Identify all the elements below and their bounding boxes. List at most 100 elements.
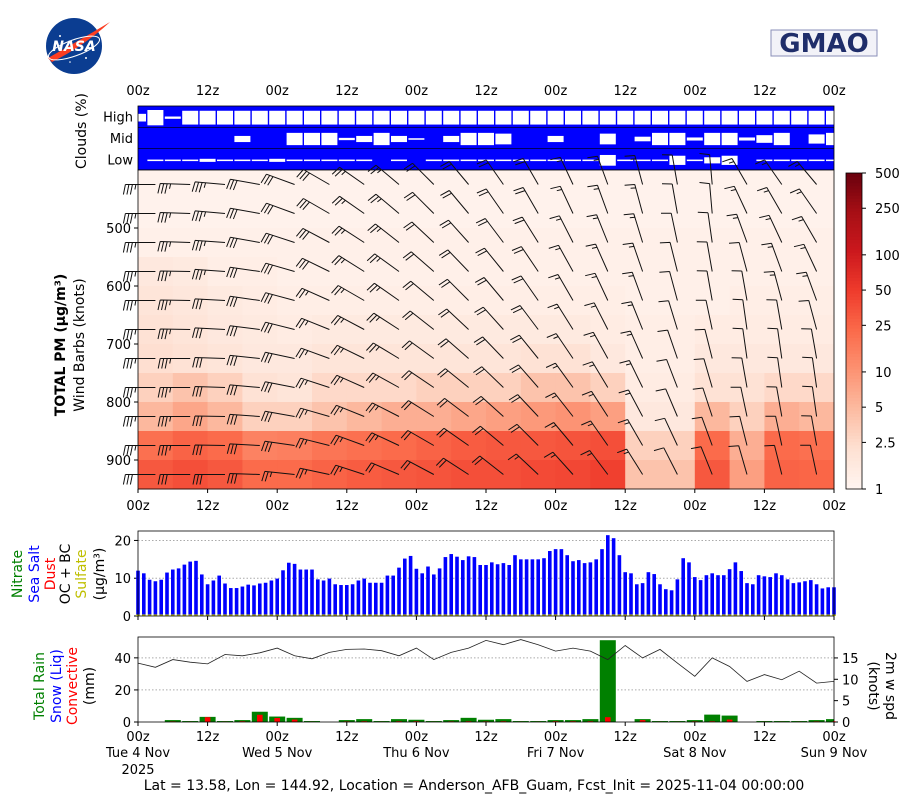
pm-cell bbox=[207, 344, 243, 374]
wind-barb bbox=[511, 246, 539, 272]
wind-barb bbox=[585, 243, 609, 272]
pm-cell bbox=[312, 344, 348, 374]
pm-cell bbox=[312, 199, 348, 229]
sea-salt-bar bbox=[252, 585, 256, 615]
sea-salt-bar bbox=[310, 569, 314, 615]
wind-barb bbox=[191, 239, 226, 251]
colorbar-segment bbox=[846, 359, 862, 364]
aerosol-ytick-label: 10 bbox=[114, 572, 131, 587]
wind-barb bbox=[513, 158, 539, 185]
sulfate-bar bbox=[472, 614, 477, 616]
bottom-xtick-label: 00z bbox=[405, 730, 429, 745]
pm-cell bbox=[660, 170, 696, 200]
wind-barb bbox=[473, 336, 504, 359]
cloud-clear-box bbox=[321, 159, 338, 162]
sulfate-bar bbox=[176, 614, 181, 616]
sea-salt-bar bbox=[548, 551, 552, 615]
cloud-clear-box bbox=[217, 110, 233, 125]
wind-barb bbox=[622, 271, 644, 301]
total-rain-bar bbox=[512, 721, 529, 722]
wind-barb bbox=[624, 184, 644, 214]
sulfate-bar bbox=[466, 614, 471, 616]
wind-barb bbox=[693, 358, 713, 388]
colorbar-segment bbox=[846, 479, 862, 484]
sulfate-bar bbox=[165, 614, 169, 616]
sulfate-bar bbox=[211, 614, 216, 616]
cloud-clear-box bbox=[547, 110, 564, 125]
wind-barb bbox=[696, 270, 713, 301]
colorbar-segment bbox=[846, 327, 862, 332]
sulfate-bar bbox=[397, 614, 401, 616]
colorbar-segment bbox=[846, 270, 862, 275]
sulfate-bar bbox=[356, 614, 361, 616]
wind-barb bbox=[295, 437, 330, 449]
pm-cell bbox=[694, 257, 731, 287]
colorbar-segment bbox=[846, 403, 862, 408]
sulfate-bar bbox=[809, 614, 813, 616]
nasa-logo: NASA bbox=[46, 18, 110, 74]
wind-barb bbox=[192, 444, 226, 456]
sulfate-bar bbox=[681, 614, 685, 616]
pm-cell bbox=[277, 373, 313, 403]
wind-barb bbox=[761, 242, 783, 272]
wind-barb bbox=[260, 292, 295, 304]
pm-cell bbox=[277, 315, 313, 345]
cloud-clear-box bbox=[652, 159, 668, 162]
sea-salt-bar bbox=[791, 583, 796, 615]
cloud-clear-box bbox=[669, 155, 686, 165]
sea-salt-bar bbox=[756, 575, 761, 615]
pm-cell bbox=[381, 286, 417, 316]
pm-cell bbox=[277, 344, 313, 374]
sulfate-bar bbox=[414, 614, 419, 616]
pm-cell bbox=[451, 315, 487, 345]
date-label: Thu 6 Nov bbox=[382, 746, 450, 761]
wind-barb bbox=[260, 351, 295, 364]
wind-barb bbox=[227, 473, 260, 484]
sea-salt-bar bbox=[484, 565, 488, 615]
wind-barb bbox=[624, 155, 644, 185]
sea-salt-bar bbox=[316, 579, 320, 615]
cloud-clear-box bbox=[251, 159, 268, 162]
sulfate-bar bbox=[542, 614, 546, 616]
cloud-clear-box bbox=[634, 159, 651, 162]
convective-bar bbox=[552, 721, 559, 722]
wind-barb bbox=[403, 221, 435, 243]
pm-cell bbox=[729, 199, 765, 229]
sulfate-bar bbox=[443, 614, 448, 616]
sulfate-bar bbox=[495, 614, 500, 616]
pm-cell bbox=[277, 199, 313, 229]
cloud-clear-box bbox=[286, 132, 303, 146]
wind-barb bbox=[546, 333, 574, 359]
wind-barb bbox=[766, 386, 783, 417]
wind-barb bbox=[766, 299, 783, 330]
cloud-clear-box bbox=[391, 159, 407, 162]
colorbar-segment bbox=[846, 343, 862, 348]
colorbar-segment bbox=[846, 391, 862, 395]
footer-info: Lat = 13.58, Lon = 144.92, Location = An… bbox=[144, 778, 805, 794]
sea-salt-bar bbox=[432, 574, 436, 615]
wind-barb bbox=[436, 398, 469, 417]
pm-cell bbox=[729, 460, 765, 490]
cloud-row-label: High bbox=[103, 111, 133, 126]
colorbar-segment bbox=[846, 463, 862, 468]
wind-barb bbox=[435, 457, 469, 475]
wind-barb bbox=[440, 161, 469, 185]
pm-cell bbox=[520, 228, 557, 258]
colorbar-tick-label: 2.5 bbox=[875, 436, 896, 451]
wind-barb bbox=[295, 347, 330, 359]
aerosol-ylabel: Dust bbox=[43, 557, 59, 590]
sea-salt-bar bbox=[658, 584, 662, 615]
colorbar-segment bbox=[846, 274, 862, 278]
wind-barb bbox=[618, 389, 644, 417]
wind-barb bbox=[226, 178, 260, 191]
wind-ytick-label: 10 bbox=[842, 673, 859, 688]
sea-salt-bar bbox=[449, 554, 453, 615]
sea-salt-bar bbox=[524, 559, 529, 615]
wind-barb bbox=[623, 213, 644, 243]
colorbar-tick-label: 5 bbox=[875, 401, 883, 416]
pm-cell bbox=[729, 315, 765, 345]
total-rain-bar bbox=[721, 715, 738, 722]
wind-barb bbox=[157, 387, 191, 398]
colorbar-segment bbox=[846, 188, 862, 193]
sulfate-bar bbox=[327, 614, 332, 616]
